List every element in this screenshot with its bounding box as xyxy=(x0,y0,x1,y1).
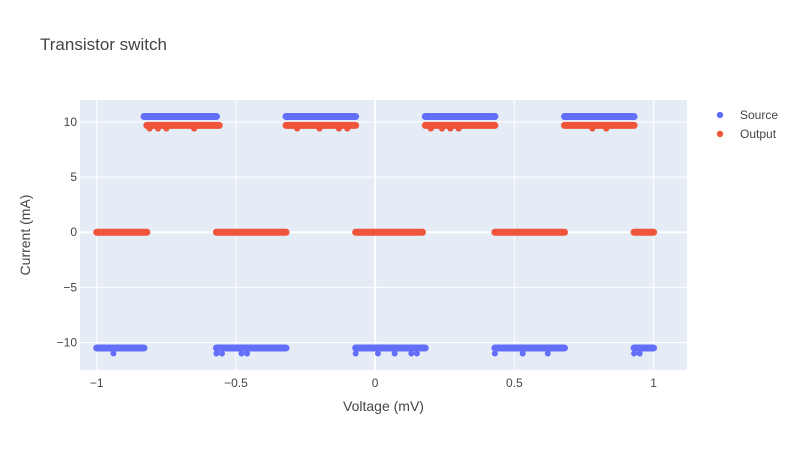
data-point xyxy=(350,113,357,120)
data-point xyxy=(491,350,498,357)
data-point xyxy=(141,229,148,236)
data-point xyxy=(427,125,434,132)
data-points xyxy=(93,113,658,357)
legend-label: Output xyxy=(740,127,777,141)
data-point xyxy=(211,113,218,120)
data-point xyxy=(280,229,287,236)
series-output xyxy=(93,121,658,236)
legend-item-source[interactable]: Source xyxy=(716,108,779,122)
data-point xyxy=(631,350,638,357)
chart-title: Transistor switch xyxy=(40,35,167,54)
data-point xyxy=(344,125,351,132)
y-tick-label: 0 xyxy=(70,225,77,239)
data-point xyxy=(146,125,153,132)
data-point xyxy=(650,345,657,351)
data-point xyxy=(559,345,566,351)
x-tick-label: 0.5 xyxy=(506,376,523,390)
data-point xyxy=(294,125,301,132)
x-tick-label: −1 xyxy=(90,376,104,390)
legend-label: Source xyxy=(740,108,778,122)
data-point xyxy=(489,122,496,129)
data-point xyxy=(391,350,398,357)
data-point xyxy=(650,229,657,236)
data-point xyxy=(519,350,526,357)
series-source xyxy=(93,113,658,357)
x-axis-ticks: −1 −0.5 0 0.5 1 xyxy=(90,376,657,390)
legend[interactable]: Source Output xyxy=(716,108,779,141)
data-point xyxy=(163,125,170,132)
y-axis-ticks: −10 −5 0 5 10 xyxy=(57,115,78,349)
y-axis-title: Current (mA) xyxy=(17,195,33,276)
y-tick-label: −5 xyxy=(63,280,77,294)
data-point xyxy=(438,125,445,132)
y-tick-label: −10 xyxy=(57,335,78,349)
data-point xyxy=(447,125,454,132)
data-point xyxy=(489,113,496,120)
data-point xyxy=(154,125,161,132)
data-point xyxy=(636,350,643,357)
data-point xyxy=(408,350,415,357)
legend-marker xyxy=(716,130,724,138)
x-tick-label: 0 xyxy=(372,376,379,390)
data-point xyxy=(219,350,226,357)
data-point xyxy=(559,229,566,236)
legend-marker xyxy=(716,111,724,119)
data-point xyxy=(455,125,462,132)
x-tick-label: −0.5 xyxy=(224,376,248,390)
data-point xyxy=(244,350,251,357)
y-tick-label: 10 xyxy=(64,115,78,129)
x-axis-title: Voltage (mV) xyxy=(343,398,424,414)
data-point xyxy=(110,350,117,357)
data-point xyxy=(238,350,245,357)
x-tick-label: 1 xyxy=(650,376,657,390)
data-point xyxy=(350,122,357,129)
data-point xyxy=(589,125,596,132)
data-point xyxy=(280,345,287,351)
legend-item-output[interactable]: Output xyxy=(716,127,777,141)
data-point xyxy=(138,345,145,351)
y-tick-label: 5 xyxy=(70,170,77,184)
data-point xyxy=(544,350,551,357)
data-point xyxy=(628,113,635,120)
data-point xyxy=(416,229,423,236)
data-point xyxy=(419,345,426,351)
data-point xyxy=(374,350,381,357)
data-point xyxy=(603,125,610,132)
data-point xyxy=(214,122,221,129)
data-point xyxy=(352,350,359,357)
data-point xyxy=(316,125,323,132)
data-point xyxy=(213,350,220,357)
data-point xyxy=(335,125,342,132)
data-point xyxy=(628,122,635,129)
data-point xyxy=(191,125,198,132)
data-point xyxy=(413,350,420,357)
